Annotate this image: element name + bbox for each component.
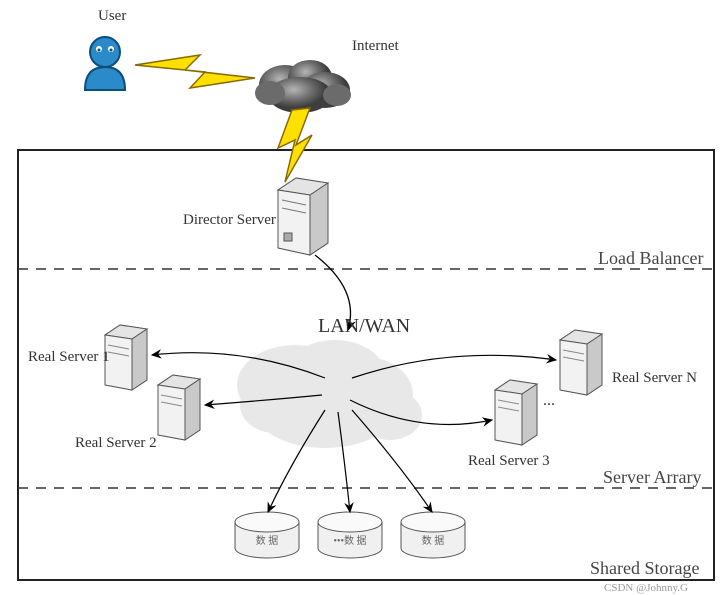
tier2-label: Server Arrary (603, 467, 701, 488)
arrow-lanwan-rs3 (350, 400, 492, 425)
lanwan-label: LAN/WAN (318, 315, 410, 338)
svg-text:数 据: 数 据 (422, 534, 445, 547)
arrow-lanwan-rs1 (152, 353, 325, 378)
bolt-user-internet-icon (135, 55, 255, 88)
arrow-lanwan-storage3 (352, 410, 432, 512)
watermark-text: CSDN @Johnny.G (604, 582, 688, 594)
user-label: User (98, 8, 126, 25)
rs3-label: Real Server 3 (468, 453, 550, 470)
arrow-lanwan-storage1 (268, 410, 325, 512)
lanwan-cloud-icon (237, 340, 422, 448)
arrow-lanwan-rs2 (205, 395, 322, 405)
user-icon (85, 37, 125, 90)
storage-cylinder-1-icon: 数 据 (235, 512, 299, 558)
arrow-lanwan-rsN (352, 355, 556, 378)
real-server-2-icon (158, 375, 200, 440)
storage-cylinder-3-icon: 数 据 (401, 512, 465, 558)
svg-text:•••数 据: •••数 据 (333, 534, 366, 547)
real-server-1-icon (105, 325, 147, 390)
rsN-label: Real Server N (612, 370, 697, 387)
svg-text:数 据: 数 据 (256, 534, 279, 547)
internet-cloud-icon (255, 60, 351, 113)
arrow-lanwan-storage2 (338, 412, 350, 512)
director-label: Director Server (183, 212, 276, 229)
diagram-canvas: ... 数 据 •••数 据 数 据 (0, 0, 727, 595)
real-server-3-icon (495, 380, 537, 445)
bolt-internet-director-icon (278, 108, 312, 182)
rs2-label: Real Server 2 (75, 435, 157, 452)
svg-text:...: ... (543, 392, 555, 409)
internet-label: Internet (352, 38, 399, 55)
tier3-label: Shared Storage (590, 558, 699, 579)
director-server-icon (278, 178, 328, 255)
tier1-label: Load Balancer (598, 248, 703, 269)
rs1-label: Real Server 1 (28, 349, 110, 366)
outer-box (18, 150, 714, 580)
storage-cylinder-2-icon: •••数 据 (318, 512, 382, 558)
real-server-n-icon (560, 330, 602, 395)
